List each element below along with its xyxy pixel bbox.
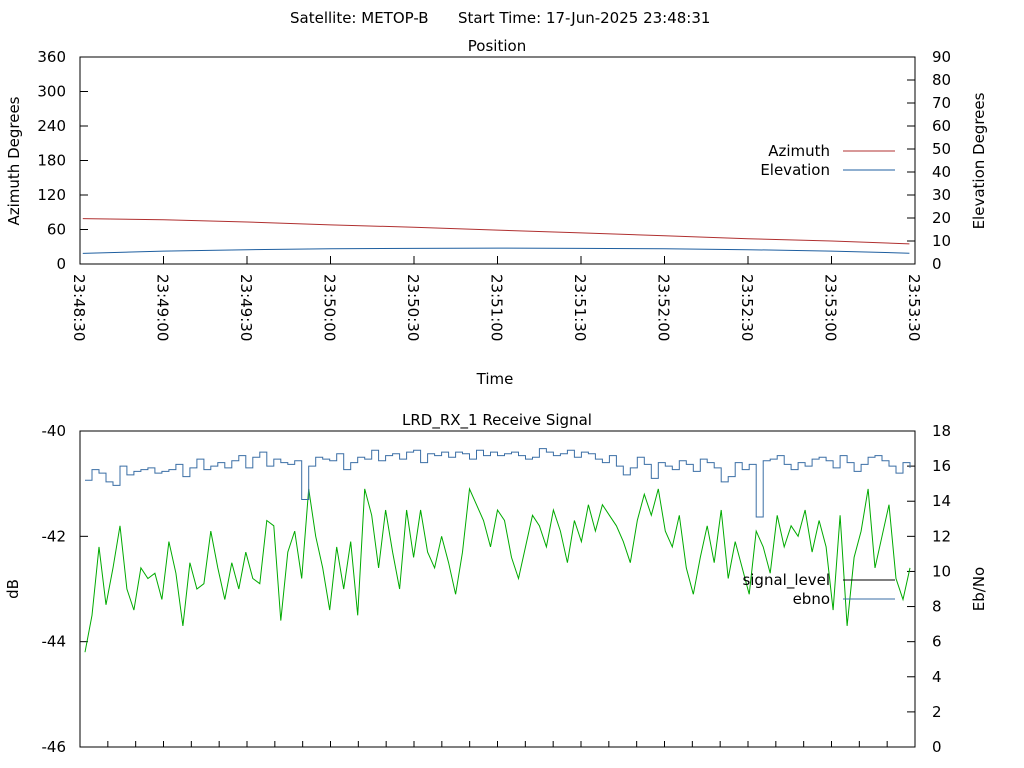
legend-elevation-label: Elevation xyxy=(760,161,830,179)
position-x-tick-label: 23:51:30 xyxy=(571,274,589,341)
position-legend: Azimuth Elevation xyxy=(760,142,895,179)
signal-series xyxy=(84,448,911,653)
signal-y2-tick-label: 18 xyxy=(932,422,951,440)
signal-y2-tick-label: 16 xyxy=(932,457,951,475)
position-y2-tick-label: 20 xyxy=(932,209,951,227)
signal-y2-ticks: 0 2 4 6 8 10 12 14 16 18 xyxy=(907,422,951,756)
position-x-tick-label: 23:52:00 xyxy=(655,274,673,341)
position-y-tick-label: 60 xyxy=(47,221,66,239)
signal-y2-tick-label: 0 xyxy=(932,738,942,756)
position-y-tick-label: 240 xyxy=(37,117,66,135)
position-y2-tick-label: 40 xyxy=(932,163,951,181)
position-x-tick-label: 23:49:00 xyxy=(154,274,172,341)
position-y-ticks: 0 60 120 180 240 300 360 xyxy=(37,48,88,273)
azimuth-axis-label: Azimuth Degrees xyxy=(5,96,23,225)
start-time-label: Start Time: 17-Jun-2025 23:48:31 xyxy=(458,9,710,27)
position-x-tick-label: 23:53:00 xyxy=(822,274,840,341)
position-x-tick-label: 23:50:00 xyxy=(321,274,339,341)
position-series xyxy=(82,218,910,254)
signal-y-tick-label: -42 xyxy=(42,527,67,545)
position-y2-tick-label: 30 xyxy=(932,186,951,204)
position-y2-tick-label: 70 xyxy=(932,94,951,112)
position-y-tick-label: 300 xyxy=(37,83,66,101)
satellite-label: Satellite: METOP-B xyxy=(290,9,429,27)
signal-plot-frame xyxy=(79,430,916,748)
series-line-signal-level xyxy=(84,487,911,653)
signal-y-tick-label: -44 xyxy=(42,633,67,651)
legend-azimuth-label: Azimuth xyxy=(768,142,830,160)
position-y-tick-label: 360 xyxy=(37,48,66,66)
signal-chart: LRD_RX_1 Receive Signal -46 -44 -42 -40 0 2 4… xyxy=(4,411,988,756)
signal-x-ticks xyxy=(107,741,888,747)
signal-y-ticks: -46 -44 -42 -40 xyxy=(42,422,88,756)
position-x-tick-label: 23:51:00 xyxy=(488,274,506,341)
db-axis-label: dB xyxy=(4,579,22,599)
legend-signal-level-label: signal_level xyxy=(742,571,830,590)
position-y-tick-label: 180 xyxy=(37,152,66,170)
elevation-axis-label: Elevation Degrees xyxy=(970,92,988,229)
position-title: Position xyxy=(468,37,526,55)
signal-y2-tick-label: 4 xyxy=(932,668,942,686)
position-y2-tick-label: 60 xyxy=(932,117,951,135)
position-y2-ticks: 0 10 20 30 40 50 60 70 80 90 xyxy=(907,48,951,273)
position-x-tick-label: 23:53:30 xyxy=(905,274,923,341)
signal-y2-tick-label: 6 xyxy=(932,633,942,651)
position-chart: Position 0 60 120 180 240 300 360 0 10 20 30 40 50 6… xyxy=(5,37,988,388)
series-line-elevation xyxy=(82,247,910,254)
position-y2-tick-label: 80 xyxy=(932,71,951,89)
signal-y-tick-label: -40 xyxy=(42,422,67,440)
position-y2-tick-label: 50 xyxy=(932,140,951,158)
ebno-axis-label: Eb/No xyxy=(970,567,988,611)
signal-y2-tick-label: 14 xyxy=(932,492,951,510)
signal-y2-tick-label: 12 xyxy=(932,527,951,545)
signal-title: LRD_RX_1 Receive Signal xyxy=(402,411,592,430)
signal-y2-tick-label: 8 xyxy=(932,598,942,616)
time-axis-label: Time xyxy=(476,370,514,388)
signal-y-tick-label: -46 xyxy=(42,738,67,756)
position-y2-tick-label: 90 xyxy=(932,48,951,66)
position-x-tick-label: 23:52:30 xyxy=(738,274,756,341)
series-line-ebno xyxy=(85,448,911,518)
position-y2-tick-label: 0 xyxy=(932,255,942,273)
position-y2-tick-label: 10 xyxy=(932,232,951,250)
series-line-azimuth xyxy=(82,218,910,245)
position-x-tick-label: 23:48:30 xyxy=(70,274,88,341)
position-y-tick-label: 120 xyxy=(37,186,66,204)
position-x-ticks: 23:48:30 23:49:00 23:49:30 23:50:00 23:50:30… xyxy=(70,256,923,341)
position-y-tick-label: 0 xyxy=(56,255,66,273)
legend-ebno-label: ebno xyxy=(793,590,830,608)
signal-y2-tick-label: 10 xyxy=(932,562,951,580)
position-x-tick-label: 23:49:30 xyxy=(237,274,255,341)
signal-legend: signal_level ebno xyxy=(742,571,895,608)
position-x-tick-label: 23:50:30 xyxy=(404,274,422,341)
signal-y2-tick-label: 2 xyxy=(932,703,942,721)
